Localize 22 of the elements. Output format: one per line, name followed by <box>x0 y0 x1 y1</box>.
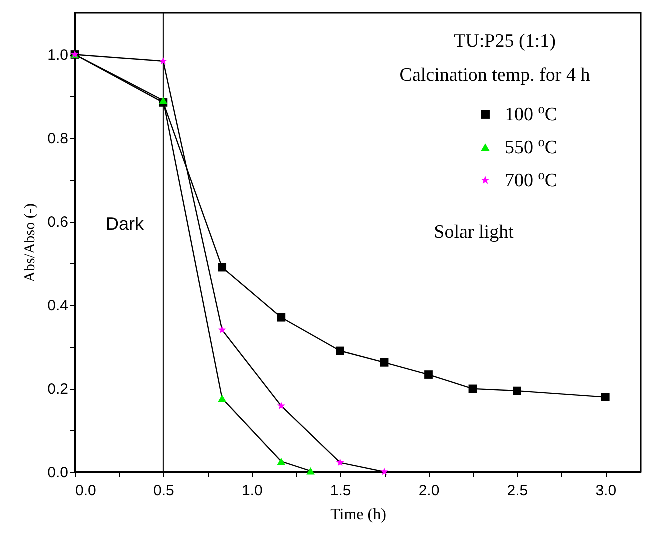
annotation: Dark <box>106 214 145 234</box>
x-tick-label: 2.5 <box>507 482 528 500</box>
annotation: TU:P25 (1:1) <box>454 31 556 52</box>
y-axis-title: Abs/Abso (-) <box>22 204 39 282</box>
y-tick-label: 1.0 <box>48 47 68 64</box>
y-tick-label: 0.4 <box>48 298 68 315</box>
legend-label: 550 $^{o}$C <box>505 134 558 158</box>
x-tick-label: 2.0 <box>418 482 440 500</box>
y-tick-label: 0.6 <box>48 214 68 232</box>
legend-label: 100 $^{o}$C <box>505 101 558 126</box>
x-tick-label: 0.0 <box>76 482 96 500</box>
annotation: Calcination temp. for 4 h <box>400 65 591 86</box>
y-tick-label: 0.2 <box>48 381 68 398</box>
annotation: Solar light <box>434 222 515 243</box>
y-tick-label: 0.0 <box>48 464 68 482</box>
x-axis-title: Time (h) <box>330 506 386 524</box>
x-tick-label: 1.0 <box>242 482 263 500</box>
x-tick-label: 0.5 <box>154 482 174 500</box>
x-tick-label: 1.5 <box>330 482 352 500</box>
x-tick-label: 3.0 <box>596 482 617 500</box>
y-tick-label: 0.8 <box>48 130 68 148</box>
legend-label: 700 $^{o}$C <box>505 167 558 192</box>
